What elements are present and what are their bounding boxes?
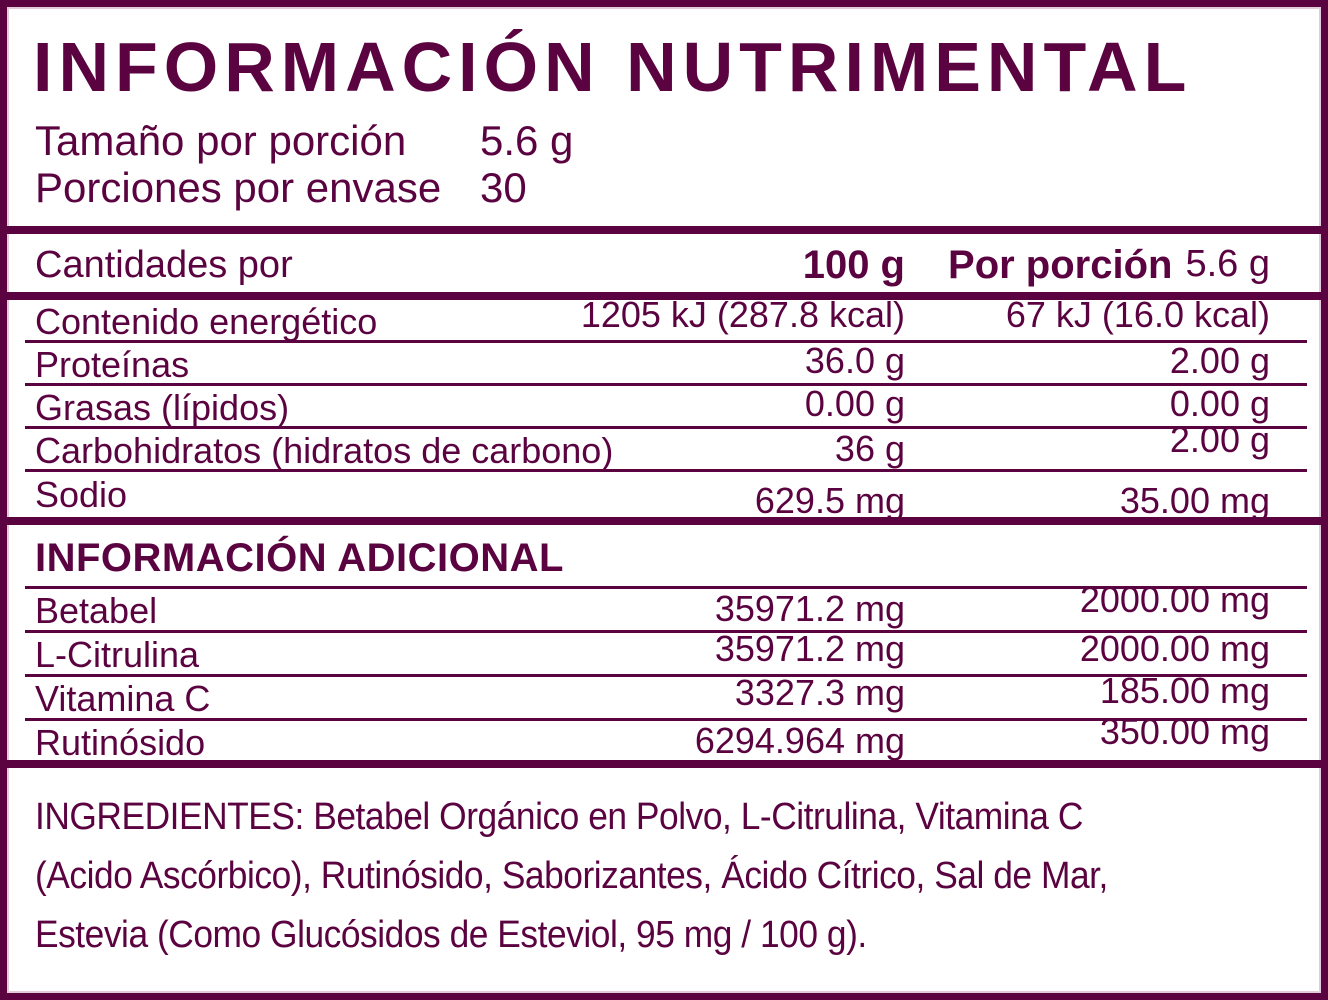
nutrient-label: Proteínas bbox=[35, 343, 190, 385]
servings-per-container-label: Porciones por envase bbox=[35, 164, 442, 211]
ingredient-label: Vitamina C bbox=[35, 678, 211, 719]
value-per-portion: 2000.00 mg bbox=[1079, 628, 1270, 669]
per-portion-size-text: 5.6 g bbox=[1185, 242, 1270, 285]
value-per-portion: 0.00 g bbox=[1169, 382, 1270, 424]
table-row: Proteínas 36.0 g 2.00 g bbox=[7, 339, 1321, 386]
ingredient-label: L-Citrulina bbox=[35, 634, 200, 675]
value-per-100g: 35971.2 mg bbox=[714, 588, 905, 629]
ingredients-text-line: INGREDIENTES: Betabel Orgánico en Polvo,… bbox=[35, 796, 1083, 838]
nutrition-table-section: Cantidades por 100 g Por porción 5.6 g C… bbox=[7, 226, 1321, 521]
serving-size-row: Tamaño por porción 5.6 g bbox=[35, 117, 1321, 164]
table-row: Grasas (lípidos) 0.00 g 0.00 g bbox=[7, 382, 1321, 429]
value-per-portion: 185.00 mg bbox=[1099, 670, 1270, 711]
nutrient-label: Grasas (lípidos) bbox=[35, 386, 290, 428]
value-per-portion: 350.00 mg bbox=[1099, 711, 1270, 752]
value-per-portion: 67 kJ (16.0 kcal) bbox=[1005, 293, 1270, 335]
serving-size-value: 5.6 g bbox=[480, 117, 574, 164]
column-header-per-portion: Por porción 5.6 g bbox=[905, 243, 1270, 288]
table-row: L-Citrulina 35971.2 mg 2000.00 mg bbox=[7, 628, 1321, 677]
value-per-100g: 629.5 mg bbox=[754, 480, 905, 521]
value-per-portion: 2.00 g bbox=[1169, 339, 1270, 381]
nutrition-table-header: Cantidades por 100 g Por porción 5.6 g bbox=[7, 234, 1321, 292]
heading-divider-line bbox=[25, 586, 1307, 589]
value-per-100g: 1205 kJ (287.8 kcal) bbox=[580, 293, 905, 335]
header-divider-bar bbox=[7, 292, 1321, 300]
nutrient-label: Contenido energético bbox=[35, 300, 378, 342]
serving-size-label: Tamaño por porción bbox=[35, 117, 407, 164]
value-per-100g: 6294.964 mg bbox=[694, 720, 905, 761]
value-per-portion: 35.00 mg bbox=[1119, 480, 1270, 521]
ingredients-section: INGREDIENTES: Betabel Orgánico en Polvo,… bbox=[7, 760, 1321, 993]
additional-info-section: INFORMACIÓN ADICIONAL Betabel 35971.2 mg… bbox=[7, 517, 1321, 763]
additional-info-rows: Betabel 35971.2 mg 2000.00 mg L-Citrulin… bbox=[7, 579, 1321, 765]
table-row: Sodio 629.5 mg 35.00 mg bbox=[7, 472, 1321, 521]
ingredient-label: Rutinósido bbox=[35, 722, 206, 763]
servings-per-container-value: 30 bbox=[480, 164, 527, 211]
per-portion-bold-text: Por porción bbox=[948, 242, 1173, 287]
additional-info-heading: INFORMACIÓN ADICIONAL bbox=[35, 536, 564, 580]
table-row: Rutinósido 6294.964 mg 350.00 mg bbox=[7, 711, 1321, 765]
value-per-100g: 35971.2 mg bbox=[714, 628, 905, 669]
table-row: Betabel 35971.2 mg 2000.00 mg bbox=[7, 579, 1321, 633]
nutrient-label: Carbohidratos (hidratos de carbono) bbox=[35, 429, 614, 471]
ingredient-label: Betabel bbox=[35, 590, 158, 631]
servings-per-container-row: Porciones por envase 30 bbox=[35, 164, 1321, 211]
table-row: Vitamina C 3327.3 mg 185.00 mg bbox=[7, 670, 1321, 721]
value-per-100g: 36 g bbox=[834, 427, 905, 469]
value-per-portion: 2.00 g bbox=[1169, 418, 1270, 460]
nutrition-rows: Contenido energético 1205 kJ (287.8 kcal… bbox=[7, 294, 1321, 521]
amounts-per-label: Cantidades por bbox=[35, 243, 293, 286]
value-per-portion: 2000.00 mg bbox=[1079, 579, 1270, 620]
value-per-100g: 0.00 g bbox=[804, 382, 905, 424]
label-title: INFORMACIÓN NUTRIMENTAL bbox=[33, 28, 1193, 106]
serving-info: Tamaño por porción 5.6 g Porciones por e… bbox=[35, 117, 1321, 211]
ingredients-text-line: Estevia (Como Glucósidos de Esteviol, 95… bbox=[35, 914, 867, 956]
value-per-100g: 36.0 g bbox=[804, 339, 905, 381]
label-header-section: INFORMACIÓN NUTRIMENTAL Tamaño por porci… bbox=[7, 7, 1321, 226]
table-row: Carbohidratos (hidratos de carbono) 36 g… bbox=[7, 419, 1321, 472]
value-per-100g: 3327.3 mg bbox=[734, 672, 905, 713]
nutrient-label: Sodio bbox=[35, 474, 128, 515]
table-row: Contenido energético 1205 kJ (287.8 kcal… bbox=[7, 294, 1321, 343]
ingredients-text-line: (Acido Ascórbico), Rutinósido, Saborizan… bbox=[35, 855, 1108, 897]
column-header-per-100g: 100 g bbox=[802, 242, 905, 287]
